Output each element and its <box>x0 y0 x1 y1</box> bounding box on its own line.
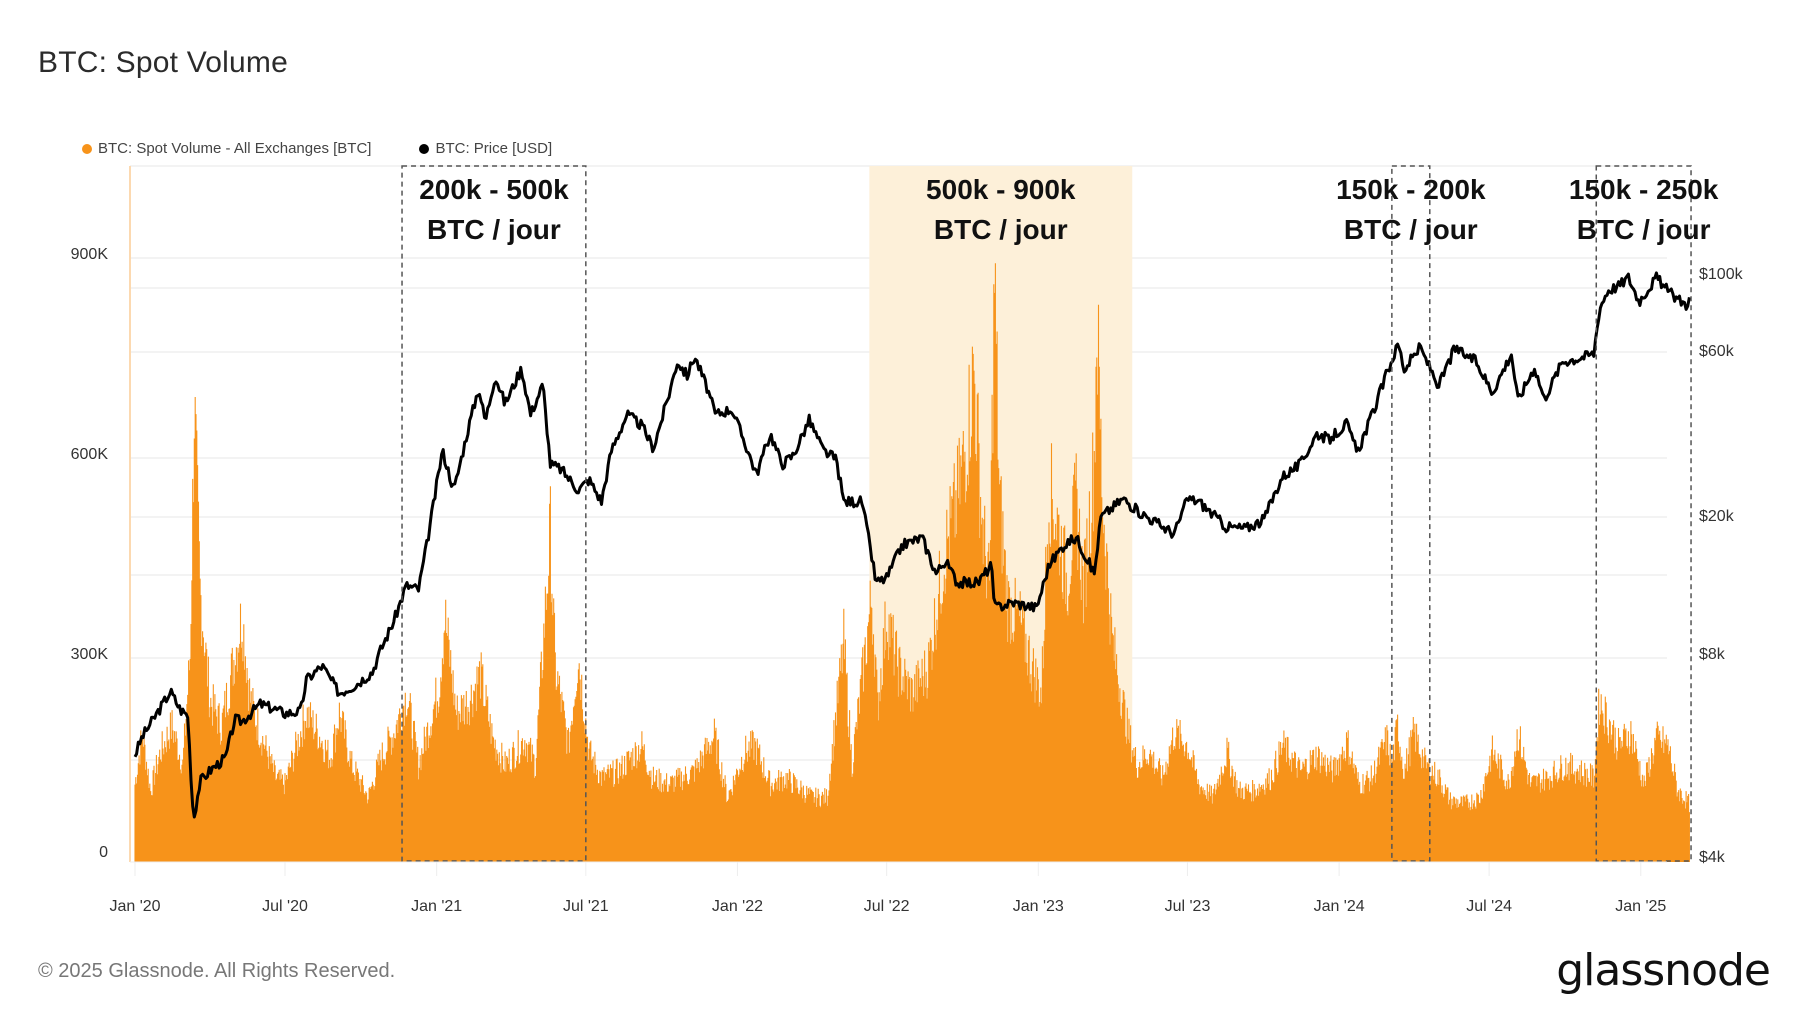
annotation-range: 200k - 500k <box>419 174 569 205</box>
annotation-unit: BTC / jour <box>933 214 1068 245</box>
x-tick-label: Jan '20 <box>109 898 161 915</box>
annotation-range: 500k - 900k <box>926 174 1076 205</box>
y-right-tick-label: $4k <box>1699 849 1725 866</box>
y-right-tick-label: $60k <box>1699 343 1734 360</box>
price-dot-icon <box>419 143 430 154</box>
x-tick-label: Jul '24 <box>1466 898 1512 915</box>
price-line <box>133 271 1691 819</box>
y-left-tick-label: 300K <box>70 646 108 663</box>
legend-label-volume: BTC: Spot Volume - All Exchanges [BTC] <box>98 140 372 157</box>
legend-item-price[interactable]: BTC: Price [USD] <box>419 140 552 157</box>
glassnode-logo: glassnode <box>1556 945 1771 996</box>
x-tick-label: Jul '22 <box>863 898 910 915</box>
y-right-tick-label: $20k <box>1699 508 1734 525</box>
annotation-box <box>1391 165 1431 862</box>
volume-bars <box>134 263 1690 862</box>
x-tick-label: Jul '21 <box>562 898 609 915</box>
annotation-unit: BTC / jour <box>427 214 561 245</box>
x-tick-label: Jul '20 <box>262 898 308 915</box>
legend: BTC: Spot Volume - All Exchanges [BTC] B… <box>82 140 552 157</box>
y-left-tick-label: 900K <box>70 246 108 263</box>
annotation-box <box>401 165 587 862</box>
y-right-tick-label: $8k <box>1699 646 1725 663</box>
x-ticks <box>134 862 1642 876</box>
annotation-label: 500k - 900k BTC / jour <box>926 170 1075 250</box>
volume-dot-icon <box>82 143 92 154</box>
x-tick-label: Jan '21 <box>411 898 463 915</box>
legend-label-price: BTC: Price [USD] <box>435 140 553 157</box>
annotation-range: 150k - 250k <box>1568 174 1719 205</box>
x-tick-label: Jan '22 <box>711 898 764 915</box>
annotation-box <box>1595 165 1692 862</box>
x-tick-label: Jan '23 <box>1012 898 1064 915</box>
chart-title: BTC: Spot Volume <box>38 46 288 79</box>
x-tick-label: Jul '23 <box>1164 898 1211 915</box>
copyright-text: © 2025 Glassnode. All Rights Reserved. <box>38 960 396 982</box>
x-tick-label: Jan '25 <box>1615 898 1667 915</box>
annotation-label: 200k - 500k BTC / jour <box>419 170 568 250</box>
x-tick-label: Jan '24 <box>1313 898 1365 915</box>
y-left-tick-label: 0 <box>99 844 108 861</box>
annotation-unit: BTC / jour <box>1576 214 1711 245</box>
annotation-unit: BTC / jour <box>1343 214 1478 245</box>
y-right-tick-label: $100k <box>1699 266 1743 283</box>
annotation-label: 150k - 250k BTC / jour <box>1569 170 1718 250</box>
y-left-tick-label: 600K <box>70 446 108 463</box>
legend-item-volume[interactable]: BTC: Spot Volume - All Exchanges [BTC] <box>82 140 371 157</box>
annotation-range: 150k - 200k <box>1336 174 1486 205</box>
annotation-label: 150k - 200k BTC / jour <box>1336 170 1485 250</box>
annotation-boxes <box>401 165 1692 862</box>
